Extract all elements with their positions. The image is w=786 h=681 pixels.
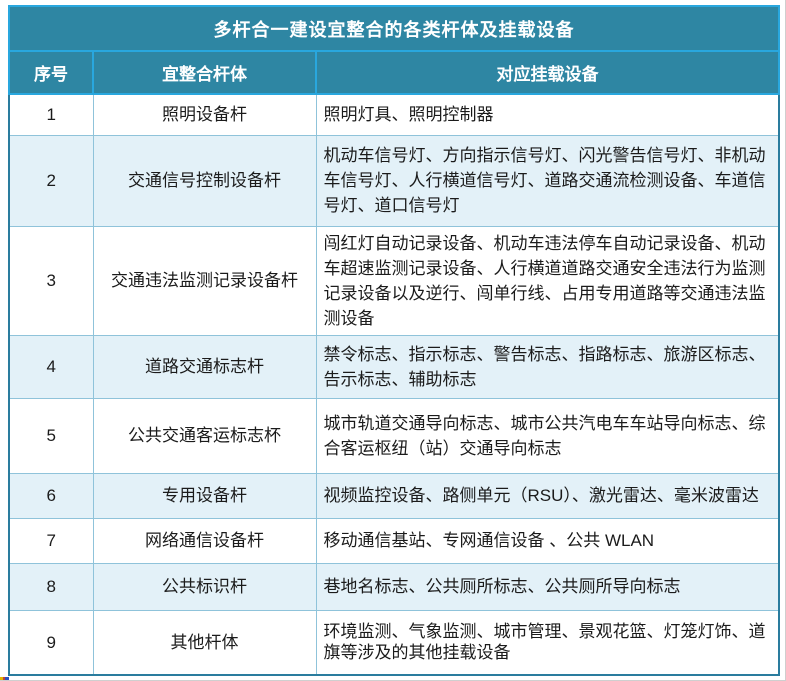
pole-type-cell: 网络通信设备杆 (92, 517, 317, 564)
table-row: 2 交通信号控制设备杆 机动车信号灯、方向指示信号灯、闪光警告信号灯、非机动车信… (8, 134, 780, 227)
mounted-devices-cell: 闯红灯自动记录设备、机动车违法停车自动记录设备、机动车超速监测记录设备、人行横道… (315, 225, 780, 336)
table-row: 1 照明设备杆 照明灯具、照明控制器 (8, 93, 780, 136)
mounted-devices-cell: 照明灯具、照明控制器 (315, 93, 780, 136)
table-row: 8 公共标识杆 巷地名标志、公共厕所标志、公共厕所导向标志 (8, 562, 780, 611)
column-header-pole-type: 宜整合杆体 (92, 50, 317, 95)
mounted-devices-cell: 机动车信号灯、方向指示信号灯、闪光警告信号灯、非机动车信号灯、人行横道信号灯、道… (315, 134, 780, 227)
table-row: 7 网络通信设备杆 移动通信基站、专网通信设备 、公共 WLAN (8, 517, 780, 564)
pole-type-cell: 公共标识杆 (92, 562, 317, 611)
column-header-number: 序号 (8, 50, 94, 95)
table-body: 1 照明设备杆 照明灯具、照明控制器 2 交通信号控制设备杆 机动车信号灯、方向… (8, 93, 780, 676)
table-title-row: 多杆合一建设宜整合的各类杆体及挂载设备 (7, 5, 781, 52)
mounted-devices-cell: 城市轨道交通导向标志、城市公共汽电车车站导向标志、综合客运枢纽（站）交通导向标志 (315, 397, 780, 474)
pole-type-cell: 交通违法监测记录设备杆 (92, 225, 317, 336)
mounted-devices-cell: 视频监控设备、路侧单元（RSU）、激光雷达、毫米波雷达 (315, 472, 780, 519)
mounted-devices-cell: 环境监测、气象监测、城市管理、景观花篮、灯笼灯饰、道旗等涉及的其他挂载设备 (315, 609, 780, 676)
table-row: 3 交通违法监测记录设备杆 闯红灯自动记录设备、机动车违法停车自动记录设备、机动… (8, 225, 780, 336)
mounted-devices-cell: 移动通信基站、专网通信设备 、公共 WLAN (315, 517, 780, 564)
table-row: 5 公共交通客运标志杯 城市轨道交通导向标志、城市公共汽电车车站导向标志、综合客… (8, 397, 780, 474)
pole-integration-table: 多杆合一建设宜整合的各类杆体及挂载设备 序号 宜整合杆体 对应挂载设备 1 照明… (7, 5, 781, 676)
row-number-cell: 2 (8, 134, 94, 227)
row-number-cell: 1 (8, 93, 94, 136)
row-number-cell: 8 (8, 562, 94, 611)
corner-pixel-artifact (0, 677, 9, 680)
row-number-cell: 6 (8, 472, 94, 519)
table-row: 4 道路交通标志杆 禁令标志、指示标志、警告标志、指路标志、旅游区标志、告示标志… (8, 334, 780, 399)
row-number-cell: 7 (8, 517, 94, 564)
row-number-cell: 5 (8, 397, 94, 474)
table-row: 6 专用设备杆 视频监控设备、路侧单元（RSU）、激光雷达、毫米波雷达 (8, 472, 780, 519)
pole-type-cell: 交通信号控制设备杆 (92, 134, 317, 227)
table-row: 9 其他杆体 环境监测、气象监测、城市管理、景观花篮、灯笼灯饰、道旗等涉及的其他… (8, 609, 780, 676)
pole-type-cell: 其他杆体 (92, 609, 317, 676)
row-number-cell: 3 (8, 225, 94, 336)
pole-type-cell: 照明设备杆 (92, 93, 317, 136)
mounted-devices-cell: 巷地名标志、公共厕所标志、公共厕所导向标志 (315, 562, 780, 611)
pole-type-cell: 道路交通标志杆 (92, 334, 317, 399)
table-header-row: 序号 宜整合杆体 对应挂载设备 (8, 50, 781, 95)
column-header-mounted-devices: 对应挂载设备 (314, 50, 781, 95)
pole-type-cell: 公共交通客运标志杯 (92, 397, 317, 474)
mounted-devices-cell: 禁令标志、指示标志、警告标志、指路标志、旅游区标志、告示标志、辅助标志 (315, 334, 780, 399)
table-title: 多杆合一建设宜整合的各类杆体及挂载设备 (7, 5, 781, 52)
row-number-cell: 9 (8, 609, 94, 676)
row-number-cell: 4 (8, 334, 94, 399)
pole-type-cell: 专用设备杆 (92, 472, 317, 519)
